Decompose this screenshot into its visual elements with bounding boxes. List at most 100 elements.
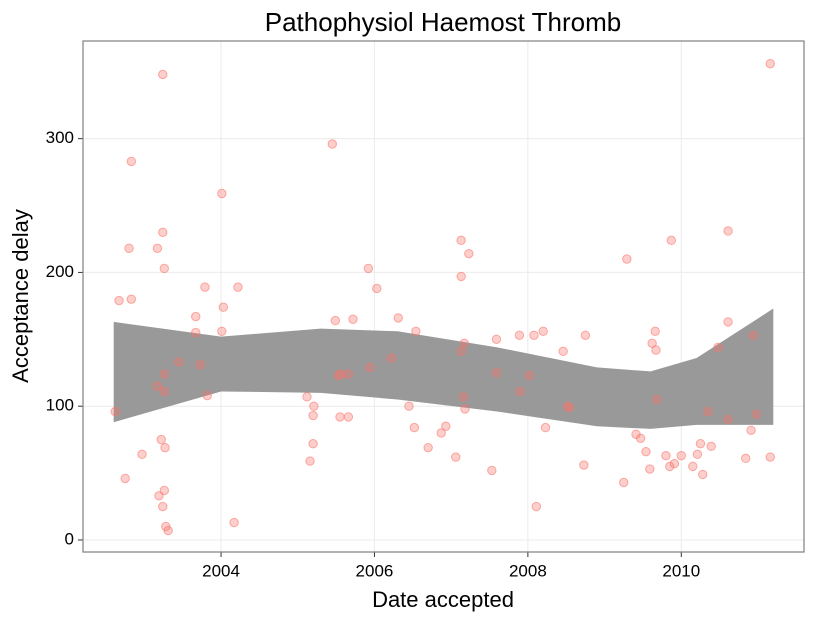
point: [126, 156, 137, 167]
point: [436, 428, 446, 438]
chart-title: Pathophysiol Haemost Thromb: [265, 7, 621, 37]
point: [302, 392, 312, 402]
x-tick-label: 2006: [356, 561, 394, 580]
point: [152, 243, 163, 254]
point: [308, 410, 318, 421]
point: [491, 368, 502, 378]
point: [363, 263, 374, 274]
confidence-band: [113, 308, 774, 429]
point: [327, 139, 337, 149]
point: [330, 315, 341, 326]
point: [409, 422, 420, 433]
point: [579, 460, 589, 470]
point: [217, 188, 227, 199]
point: [746, 425, 756, 435]
point: [652, 394, 662, 405]
point: [491, 334, 502, 345]
point: [458, 392, 469, 402]
point: [191, 311, 201, 322]
point: [163, 525, 173, 536]
point: [650, 326, 660, 336]
point: [666, 235, 677, 246]
point: [309, 401, 319, 411]
point: [688, 461, 698, 472]
point: [741, 453, 751, 464]
point: [751, 409, 762, 419]
point: [651, 345, 661, 355]
point: [365, 362, 375, 373]
point: [514, 330, 525, 340]
y-tick-label: 200: [46, 262, 74, 281]
point: [160, 442, 170, 453]
point: [343, 412, 354, 422]
y-tick-label: 100: [46, 396, 74, 415]
point: [619, 477, 629, 488]
point: [158, 69, 168, 80]
point: [692, 449, 703, 460]
point: [706, 441, 716, 452]
x-tick-label: 2008: [509, 561, 547, 580]
point: [336, 369, 346, 379]
point: [372, 283, 382, 294]
point: [158, 227, 168, 237]
point: [531, 501, 542, 512]
point: [564, 402, 574, 413]
point: [114, 295, 124, 306]
point: [308, 438, 318, 449]
point: [713, 342, 723, 353]
point: [411, 326, 421, 336]
y-tick-label: 300: [46, 128, 74, 147]
point: [695, 438, 706, 449]
point: [159, 386, 170, 397]
point: [156, 434, 166, 445]
point: [641, 446, 651, 457]
point: [529, 330, 539, 340]
point: [665, 461, 675, 472]
point: [723, 414, 733, 425]
y-axis-label: Acceptance delay: [8, 209, 33, 383]
y-tick-label: 0: [65, 529, 74, 548]
point: [191, 327, 201, 338]
point: [158, 501, 168, 512]
point: [124, 243, 134, 254]
point: [676, 450, 686, 461]
point: [159, 263, 170, 274]
point: [343, 369, 354, 379]
point: [335, 412, 345, 422]
point: [110, 406, 120, 417]
point: [229, 517, 239, 528]
point: [698, 469, 708, 480]
point: [195, 360, 206, 370]
point: [635, 433, 646, 443]
point: [558, 346, 568, 357]
point: [661, 450, 671, 461]
point: [524, 370, 535, 381]
point: [393, 313, 403, 323]
point: [202, 390, 212, 401]
point: [748, 330, 759, 340]
point: [765, 59, 775, 69]
point: [120, 473, 130, 484]
point: [217, 326, 227, 336]
point: [515, 386, 525, 397]
point: [451, 452, 461, 462]
plot-area: [83, 41, 804, 552]
point: [152, 381, 163, 391]
point: [159, 485, 170, 496]
point: [622, 254, 632, 264]
plot-border: [82, 40, 805, 553]
point: [645, 464, 655, 474]
point: [563, 401, 573, 411]
point: [456, 346, 466, 357]
point: [540, 422, 551, 433]
point: [487, 465, 497, 476]
point: [459, 338, 469, 349]
point: [669, 459, 680, 469]
point: [723, 317, 733, 327]
point: [137, 449, 147, 460]
point: [580, 330, 591, 340]
point: [723, 226, 733, 236]
point: [159, 369, 170, 379]
point: [460, 404, 470, 414]
point: [456, 235, 466, 246]
